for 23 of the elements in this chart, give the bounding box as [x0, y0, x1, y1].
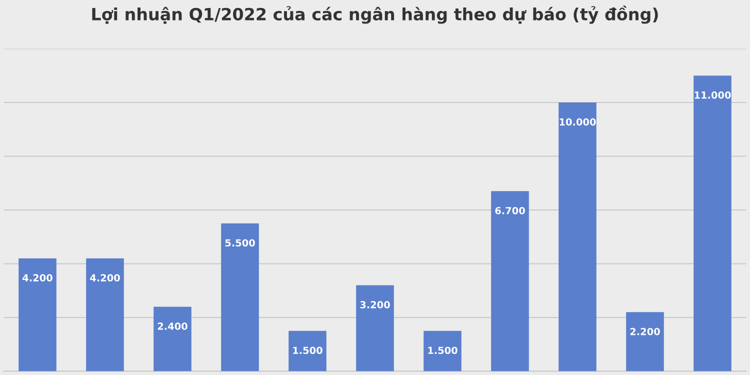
data-label: 1.500	[293, 346, 322, 354]
data-label: 1.500	[428, 346, 458, 354]
bar	[491, 191, 529, 372]
data-label: 11.000	[694, 91, 731, 99]
data-label: 2.200	[630, 328, 660, 336]
bar	[288, 330, 326, 372]
data-label: 2.400	[158, 322, 188, 330]
bar	[424, 330, 462, 372]
data-label: 5.500	[225, 239, 255, 247]
bar	[86, 258, 124, 372]
bar	[626, 312, 664, 372]
data-label: 4.200	[22, 274, 52, 282]
bar	[18, 258, 56, 372]
bar	[558, 102, 596, 372]
data-label: 4.200	[90, 274, 120, 282]
bar	[221, 223, 259, 372]
data-label: 3.200	[360, 301, 390, 308]
chart-title: Lợi nhuận Q1/2022 của các ngân hàng theo dự báo (tỷ đồng)	[92, 6, 658, 24]
bar	[154, 306, 192, 372]
data-label: 6.700	[495, 206, 525, 214]
bar	[694, 76, 732, 372]
data-label: 10.000	[560, 118, 596, 126]
bar	[356, 285, 394, 372]
